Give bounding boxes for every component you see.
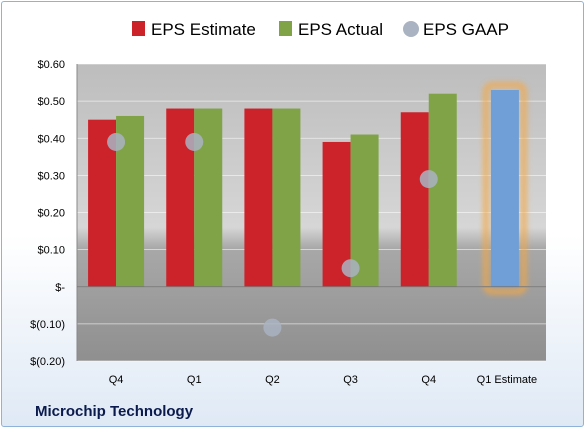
y-tick-label: $- [55,282,65,294]
legend-label: EPS Estimate [151,20,256,39]
x-tick-label: Q4 [109,374,124,386]
legend-label: EPS GAAP [423,20,509,39]
forecast-highlight [483,82,527,295]
y-tick-label: $0.30 [37,170,65,182]
bar-actual [428,93,457,287]
y-tick-label: $0.60 [37,59,65,71]
gaap-marker [341,259,360,278]
x-tick-label: Q4 [421,374,436,386]
eps-chart: $0.60 $0.50 $0.40 $0.30 $0.20 $0.10 $- $(0.10) $… [30,20,546,386]
x-tick-label: Q1 [187,374,202,386]
bar-actual [272,108,301,287]
gaap-marker [185,132,204,151]
legend-label: EPS Actual [298,20,383,39]
legend-swatch [403,21,419,37]
bar-estimate [244,108,273,287]
x-tick-label: Q2 [265,374,280,386]
y-tick-label: $0.10 [37,245,65,257]
gaap-marker [263,318,282,337]
x-tick-label: Q3 [343,374,358,386]
company-name: Microchip Technology [35,403,194,420]
gaap-marker [107,132,126,151]
gaap-marker [419,170,438,189]
legend-swatch [132,21,145,36]
y-tick-label: $0.20 [37,208,65,220]
y-tick-label: $0.50 [37,96,65,108]
x-tick-label: Q1 Estimate [477,374,538,386]
y-tick-label: $(0.10) [30,319,65,331]
legend-swatch [279,21,292,36]
bar-estimate [400,112,429,287]
bar-estimate-forecast [490,89,519,287]
y-tick-label: $0.40 [37,133,65,145]
y-tick-label: $(0.20) [30,356,65,368]
